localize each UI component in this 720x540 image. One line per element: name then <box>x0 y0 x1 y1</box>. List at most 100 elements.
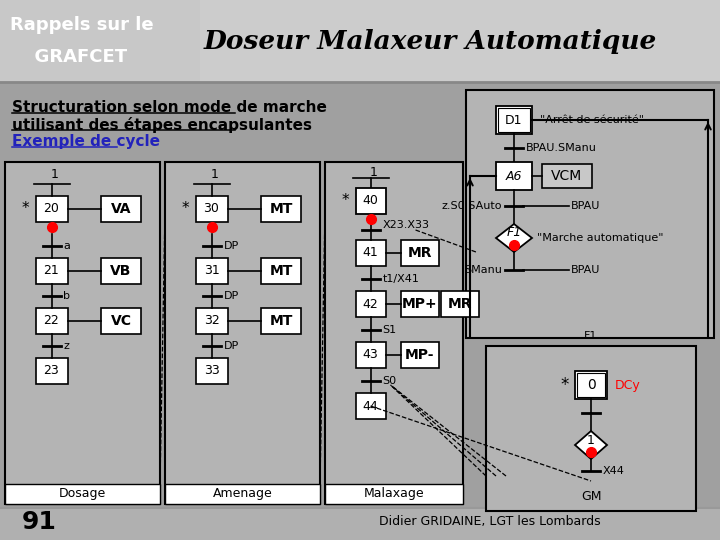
Text: z.S0.SAuto: z.S0.SAuto <box>441 201 502 211</box>
Text: Structuration selon mode de marche: Structuration selon mode de marche <box>12 100 327 115</box>
Text: Didier GRIDAINE, LGT les Lombards: Didier GRIDAINE, LGT les Lombards <box>379 516 600 529</box>
Bar <box>35 196 68 222</box>
Text: 21: 21 <box>44 265 59 278</box>
Text: MP+: MP+ <box>402 297 438 311</box>
Text: MT: MT <box>269 314 293 328</box>
Bar <box>325 162 463 504</box>
Text: X23.X33: X23.X33 <box>382 220 430 230</box>
Bar <box>196 358 228 384</box>
Text: 33: 33 <box>204 364 220 377</box>
Bar <box>401 240 439 266</box>
Bar <box>356 393 385 419</box>
Text: 40: 40 <box>363 194 379 207</box>
Text: 1: 1 <box>587 435 595 448</box>
Bar <box>261 258 301 284</box>
Text: DP: DP <box>223 291 239 301</box>
Text: VC: VC <box>111 314 132 328</box>
Text: DP: DP <box>223 241 239 251</box>
Bar <box>356 240 385 266</box>
Text: S0: S0 <box>382 376 397 386</box>
Text: BPAU: BPAU <box>571 265 600 275</box>
Text: 1: 1 <box>369 165 377 179</box>
Bar <box>466 90 714 338</box>
Text: *: * <box>22 201 30 217</box>
Bar <box>101 308 141 334</box>
Text: 1: 1 <box>50 168 58 181</box>
Text: MR: MR <box>448 297 472 311</box>
Bar <box>496 106 532 134</box>
Bar <box>35 358 68 384</box>
Bar <box>575 371 607 399</box>
Text: MT: MT <box>269 202 293 216</box>
Text: Dosage: Dosage <box>59 488 106 501</box>
Text: A6: A6 <box>505 170 522 183</box>
Text: DP: DP <box>223 341 239 351</box>
Text: SManu: SManu <box>464 265 502 275</box>
Text: X44: X44 <box>603 466 625 476</box>
Bar <box>101 196 141 222</box>
Text: t1/X41: t1/X41 <box>382 274 420 284</box>
Bar <box>498 108 530 132</box>
Text: 43: 43 <box>363 348 379 361</box>
Text: 31: 31 <box>204 265 220 278</box>
Bar <box>35 258 68 284</box>
Bar <box>325 484 463 504</box>
Bar <box>35 308 68 334</box>
Text: z: z <box>63 341 69 351</box>
Text: Rappels sur le: Rappels sur le <box>10 16 153 34</box>
Text: Doseur Malaxeur Automatique: Doseur Malaxeur Automatique <box>203 30 657 55</box>
Bar <box>261 196 301 222</box>
Bar <box>5 162 160 504</box>
Text: VCM: VCM <box>552 169 582 183</box>
Text: a: a <box>63 241 71 251</box>
Text: VA: VA <box>111 202 131 216</box>
Text: BPAU.SManu: BPAU.SManu <box>526 143 597 153</box>
Bar <box>101 258 141 284</box>
Text: b: b <box>63 291 71 301</box>
Text: "Arrêt de sécurité": "Arrêt de sécurité" <box>540 115 644 125</box>
Text: 42: 42 <box>363 298 379 310</box>
Bar <box>0 0 720 82</box>
Text: D1: D1 <box>505 113 523 126</box>
Bar <box>401 342 439 368</box>
Text: GRAFCET: GRAFCET <box>22 48 127 66</box>
Text: 20: 20 <box>44 202 60 215</box>
Text: F1: F1 <box>585 331 598 341</box>
Bar <box>165 162 320 504</box>
Bar <box>356 291 385 317</box>
Text: GM: GM <box>581 490 601 503</box>
Bar <box>200 0 720 82</box>
Bar <box>496 162 532 190</box>
Bar <box>441 291 479 317</box>
Bar <box>542 164 592 188</box>
Bar <box>486 346 696 511</box>
Bar <box>261 308 301 334</box>
Text: 1: 1 <box>210 168 218 181</box>
Polygon shape <box>575 431 607 459</box>
Text: *: * <box>561 376 570 394</box>
Text: BPAU: BPAU <box>571 201 600 211</box>
Bar <box>196 308 228 334</box>
Bar <box>577 373 605 397</box>
Text: Malaxage: Malaxage <box>364 488 424 501</box>
Text: MT: MT <box>269 264 293 278</box>
Bar <box>196 258 228 284</box>
Text: *: * <box>181 201 189 217</box>
Text: VB: VB <box>110 264 132 278</box>
Text: 44: 44 <box>363 400 379 413</box>
Text: MP-: MP- <box>405 348 435 362</box>
Text: 30: 30 <box>204 202 220 215</box>
Bar <box>5 484 160 504</box>
Bar <box>356 342 385 368</box>
Text: 41: 41 <box>363 246 379 260</box>
Text: Exemple de cycle: Exemple de cycle <box>12 134 160 149</box>
Text: F1: F1 <box>506 226 521 240</box>
Text: MR: MR <box>408 246 432 260</box>
Text: utilisant des étapes encapsulantes: utilisant des étapes encapsulantes <box>12 117 312 133</box>
Bar <box>165 484 320 504</box>
Bar <box>196 196 228 222</box>
Text: S1: S1 <box>382 325 397 335</box>
Text: DCy: DCy <box>615 379 641 392</box>
Text: 32: 32 <box>204 314 220 327</box>
Bar <box>356 188 385 214</box>
